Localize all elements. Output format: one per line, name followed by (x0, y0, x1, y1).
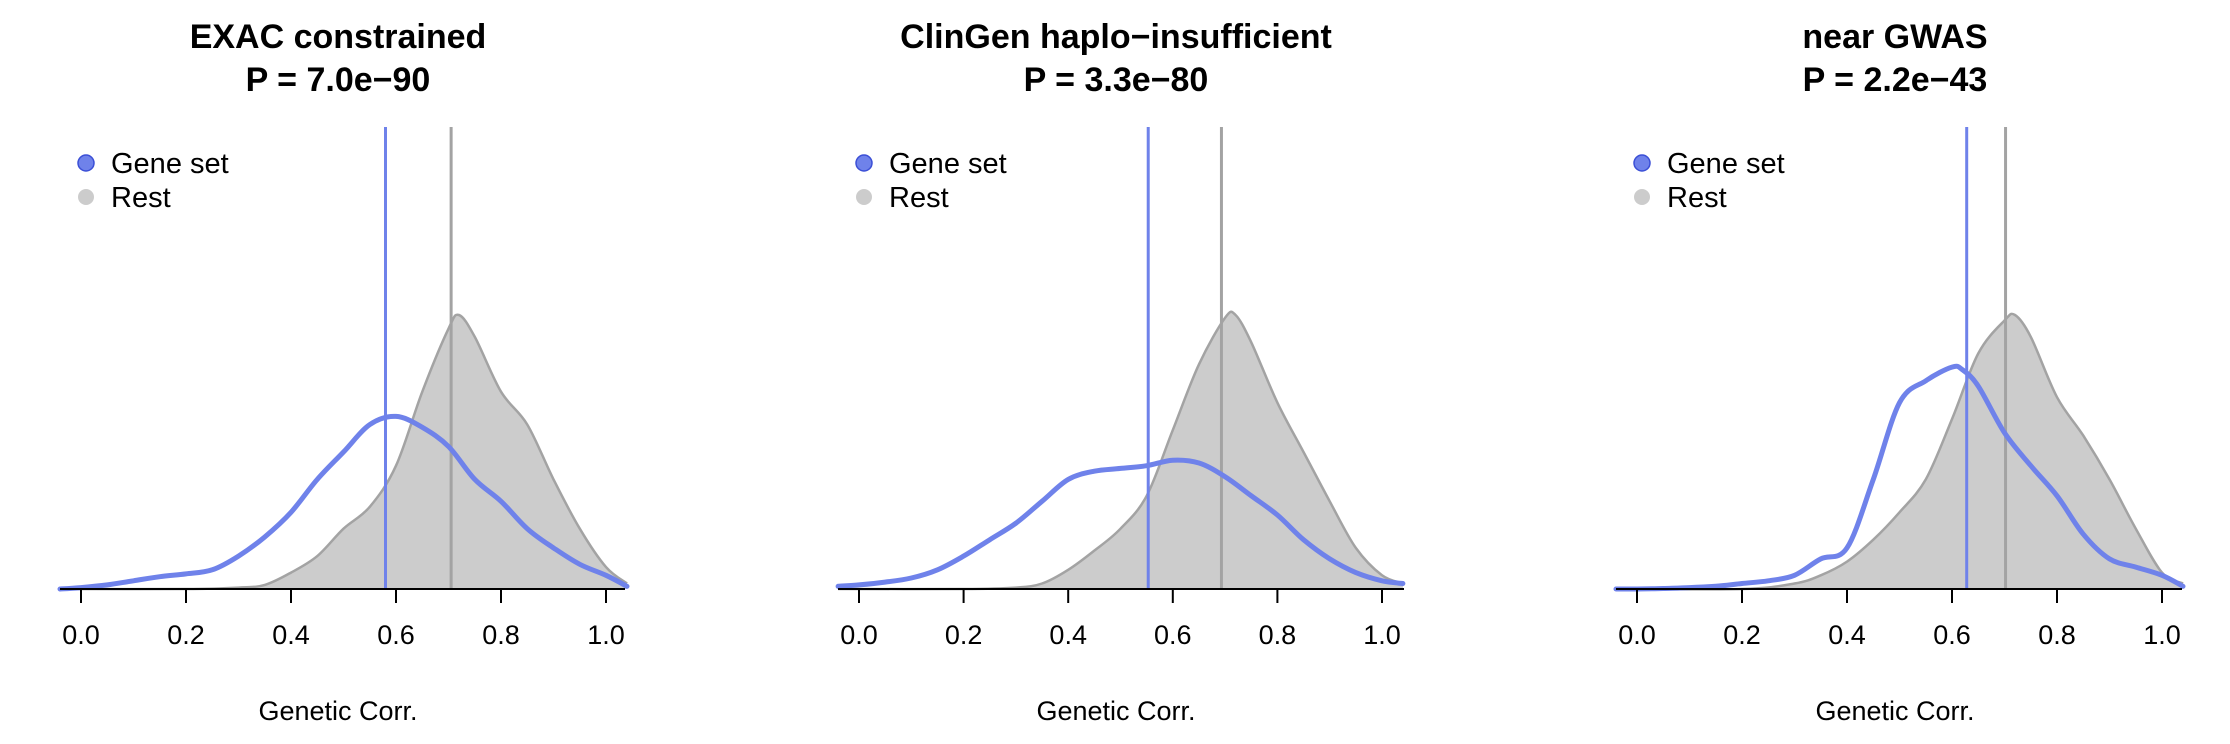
rest-density-fill (60, 314, 627, 590)
x-tick-label: 0.6 (1933, 620, 1971, 650)
legend-swatch-rest (856, 189, 872, 205)
gene-set-density-line (1613, 363, 2186, 592)
x-tick-label: 0.0 (1618, 620, 1656, 650)
x-tick-label: 0.6 (377, 620, 415, 650)
panel-1: EXAC constrained P = 7.0e−90 0.0 0.2 0.4 0.6 0… (57, 18, 630, 726)
legend-label-rest: Rest (889, 182, 949, 214)
rest-density-line (838, 310, 1404, 591)
x-tick-label: 0.8 (482, 620, 520, 650)
x-axis-label: Genetic Corr. (258, 696, 417, 726)
chart-title: EXAC constrained (190, 18, 487, 56)
x-tick-label: 0.2 (1723, 620, 1761, 650)
chart-subtitle: P = 2.2e−43 (1803, 61, 1988, 99)
chart-title: ClinGen haplo−insufficient (900, 18, 1332, 56)
panel-3: near GWAS P = 2.2e−43 0.0 0.2 0.4 0.6 0.8 1.0 Ge… (1613, 18, 2186, 726)
legend-swatch-rest (78, 189, 94, 205)
legend-label-gene-set: Gene set (1667, 148, 1785, 180)
x-tick-label: 1.0 (587, 620, 625, 650)
x-tick-label: 0.4 (1828, 620, 1866, 650)
legend-swatch-gene-set (77, 154, 95, 172)
chart-title: near GWAS (1802, 18, 1987, 56)
x-tick-label: 0.2 (945, 620, 983, 650)
x-tick-label: 0.8 (1259, 620, 1297, 650)
legend-label-gene-set: Gene set (111, 148, 229, 180)
legend-swatch-gene-set (855, 154, 873, 172)
rest-density-line (59, 313, 628, 591)
legend-label-rest: Rest (1667, 182, 1727, 214)
x-tick-label: 0.0 (840, 620, 878, 650)
x-tick-label: 1.0 (2143, 620, 2181, 650)
gene-set-density-line (835, 457, 1406, 589)
x-tick-label: 0.4 (1049, 620, 1087, 650)
legend-label-gene-set: Gene set (889, 148, 1007, 180)
x-tick-label: 0.2 (167, 620, 205, 650)
legend-label-rest: Rest (111, 182, 171, 214)
chart-subtitle: P = 3.3e−80 (1024, 61, 1209, 99)
x-tick-label: 1.0 (1363, 620, 1401, 650)
legend-swatch-rest (1634, 189, 1650, 205)
panel-2: ClinGen haplo−insufficient P = 3.3e−80 0.0… (835, 18, 1406, 726)
gene-set-density-line (57, 413, 630, 592)
rest-density-fill (838, 311, 1403, 590)
x-tick-label: 0.4 (272, 620, 310, 650)
x-tick-label: 0.8 (2038, 620, 2076, 650)
x-tick-label: 0.6 (1154, 620, 1192, 650)
rest-density-line (1615, 312, 2184, 591)
rest-density-fill (1616, 313, 2183, 590)
legend-swatch-gene-set (1633, 154, 1651, 172)
x-axis-label: Genetic Corr. (1815, 696, 1974, 726)
chart-subtitle: P = 7.0e−90 (246, 61, 431, 99)
x-tick-label: 0.0 (62, 620, 100, 650)
x-axis-label: Genetic Corr. (1036, 696, 1195, 726)
